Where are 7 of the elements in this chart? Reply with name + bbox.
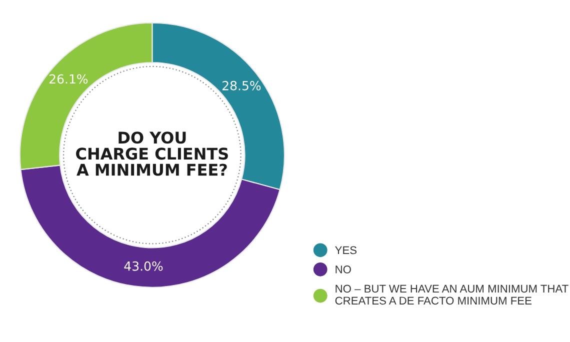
data-label: 26.1% (50, 74, 88, 84)
legend-label: YES (335, 246, 357, 254)
data-label: 28.5% (222, 80, 261, 90)
data-label: 43.0% (124, 261, 163, 271)
legend-label: NO – BUT WE HAVE AN AUM MINIMUM THAT CREATES A DE FACTO MINIMUM FEE (335, 284, 568, 305)
text: DO YOU CHARGE CLIENTS A MINIMUM FEE? (76, 132, 228, 176)
legend-label: NO (336, 266, 351, 274)
